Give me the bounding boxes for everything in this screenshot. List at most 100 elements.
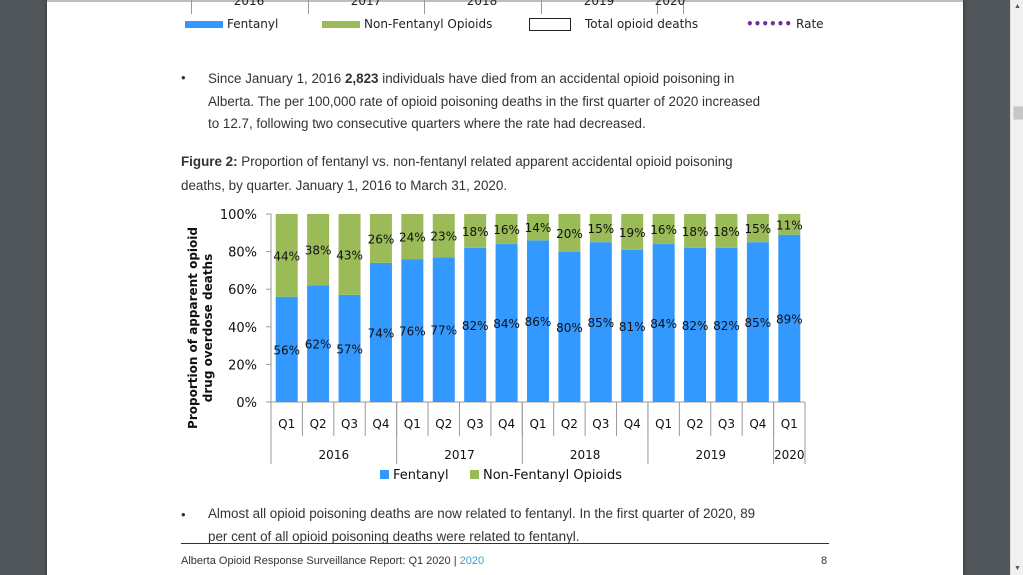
bullet-icon: • bbox=[181, 70, 186, 85]
bar-non-fentanyl bbox=[307, 214, 330, 286]
data-label-fentanyl: 56% bbox=[273, 343, 300, 357]
data-label-fentanyl: 82% bbox=[682, 319, 709, 333]
caption-text: Proportion of fentanyl vs. non-fentanyl … bbox=[237, 154, 733, 169]
x-tick-label: Q4 bbox=[624, 417, 641, 431]
bar-non-fentanyl bbox=[558, 214, 581, 252]
year-label: 2018 bbox=[466, 0, 498, 8]
data-label-non-fentanyl: 14% bbox=[525, 221, 552, 235]
legend-swatch-total bbox=[529, 17, 571, 31]
data-label-non-fentanyl: 24% bbox=[399, 231, 426, 245]
data-label-non-fentanyl: 23% bbox=[430, 230, 457, 244]
data-label-fentanyl: 89% bbox=[776, 312, 803, 326]
data-label-fentanyl: 82% bbox=[713, 319, 740, 333]
data-label-fentanyl: 85% bbox=[587, 316, 614, 330]
y-axis-title-line: drug overdose deaths bbox=[201, 254, 215, 402]
data-label-non-fentanyl: 44% bbox=[273, 249, 300, 263]
bar-fentanyl bbox=[715, 247, 738, 402]
data-label-fentanyl: 74% bbox=[368, 326, 395, 340]
legend-label: Fentanyl bbox=[227, 17, 279, 31]
legend-item-total: Total opioid deaths bbox=[529, 16, 698, 32]
bar-fentanyl bbox=[401, 259, 424, 402]
document-page: 2016 2017 2018 2019 2020 Fentanyl Non-Fe… bbox=[47, 0, 963, 575]
data-label-fentanyl: 84% bbox=[650, 317, 677, 331]
figure-caption: Figure 2: Proportion of fentanyl vs. non… bbox=[181, 150, 821, 198]
x-tick-label: Q3 bbox=[592, 417, 609, 431]
x-tick-label: Q1 bbox=[529, 417, 546, 431]
data-label-fentanyl: 80% bbox=[556, 321, 583, 335]
y-tick-label: 20% bbox=[228, 358, 257, 373]
footer-year: 2020 bbox=[459, 555, 485, 567]
bar-fentanyl bbox=[527, 240, 549, 402]
year-label: 2017 bbox=[350, 0, 382, 8]
y-axis-title-line: Proportion of apparent opioid bbox=[186, 227, 200, 429]
bar-non-fentanyl bbox=[715, 214, 738, 248]
x-tick-label: Q3 bbox=[341, 417, 358, 431]
data-label-fentanyl: 57% bbox=[336, 342, 363, 356]
bar-non-fentanyl bbox=[401, 214, 424, 260]
bar-fentanyl bbox=[652, 244, 675, 402]
legend-item-non-fentanyl: Non-Fentanyl Opioids bbox=[322, 16, 492, 32]
bar-fentanyl bbox=[432, 257, 455, 402]
scroll-down-icon[interactable]: ▼ bbox=[1014, 565, 1021, 572]
caption-text: deaths, by quarter. January 1, 2016 to M… bbox=[181, 178, 508, 193]
year-label: 2020 bbox=[654, 0, 686, 8]
bullet-icon: • bbox=[181, 507, 186, 522]
bar-fentanyl bbox=[621, 249, 644, 402]
axis-separator bbox=[308, 0, 309, 14]
legend-label-non-fentanyl: Non-Fentanyl Opioids bbox=[483, 468, 622, 483]
death-count: 2,823 bbox=[344, 71, 379, 86]
data-label-non-fentanyl: 11% bbox=[776, 218, 803, 232]
legend-swatch-non-fentanyl bbox=[470, 470, 479, 479]
year-label: 2016 bbox=[233, 0, 265, 8]
bar-non-fentanyl bbox=[652, 214, 675, 245]
footer-divider bbox=[181, 543, 829, 544]
bar-fentanyl bbox=[684, 247, 707, 402]
bar-fentanyl bbox=[778, 234, 801, 402]
year-label: 2020 bbox=[774, 448, 805, 462]
bar-non-fentanyl bbox=[495, 214, 518, 245]
text-run: individuals have died from an accidental… bbox=[378, 71, 735, 86]
y-tick-label: 100% bbox=[220, 208, 257, 223]
text-line: to 12.7, following two consecutive quart… bbox=[208, 116, 646, 131]
bar-non-fentanyl bbox=[778, 214, 801, 235]
legend-label: Total opioid deaths bbox=[585, 17, 699, 31]
bar-fentanyl bbox=[275, 296, 298, 402]
data-label-fentanyl: 76% bbox=[399, 325, 426, 339]
data-label-fentanyl: 82% bbox=[462, 319, 489, 333]
bar-non-fentanyl bbox=[275, 214, 298, 297]
data-label-non-fentanyl: 19% bbox=[619, 226, 646, 240]
axis-separator bbox=[424, 0, 425, 14]
x-tick-label: Q1 bbox=[655, 417, 672, 431]
x-tick-label: Q4 bbox=[372, 417, 389, 431]
x-tick-label: Q4 bbox=[498, 417, 515, 431]
data-label-non-fentanyl: 43% bbox=[336, 248, 363, 262]
bar-non-fentanyl bbox=[464, 214, 487, 248]
x-tick-label: Q4 bbox=[749, 417, 766, 431]
figure-label: Figure 2: bbox=[181, 154, 238, 169]
axis-separator bbox=[657, 0, 658, 14]
legend-swatch-non-fentanyl bbox=[322, 20, 360, 28]
data-label-non-fentanyl: 18% bbox=[682, 225, 709, 239]
bar-non-fentanyl bbox=[338, 214, 361, 295]
y-tick-label: 40% bbox=[228, 321, 257, 336]
text-line: Alberta. The per 100,000 rate of opioid … bbox=[208, 93, 761, 109]
bar-fentanyl bbox=[495, 244, 518, 402]
axis-separator bbox=[541, 0, 542, 14]
text-run: Since January 1, 2016 bbox=[208, 71, 345, 86]
bar-fentanyl bbox=[338, 294, 361, 402]
scroll-thumb[interactable] bbox=[1013, 106, 1023, 120]
legend-swatch-rate-dots: •••••• bbox=[746, 17, 793, 31]
legend-label: Rate bbox=[796, 17, 824, 31]
data-label-non-fentanyl: 15% bbox=[587, 222, 614, 236]
legend-label-fentanyl: Fentanyl bbox=[393, 468, 449, 483]
year-label: 2018 bbox=[570, 448, 601, 462]
footer-title: Alberta Opioid Response Surveillance Rep… bbox=[181, 555, 460, 567]
data-label-non-fentanyl: 16% bbox=[650, 223, 677, 237]
data-label-fentanyl: 86% bbox=[525, 315, 552, 329]
x-tick-label: Q1 bbox=[781, 417, 798, 431]
scroll-up-icon[interactable]: ▲ bbox=[1014, 3, 1021, 10]
bar-fentanyl bbox=[746, 242, 769, 402]
bar-fentanyl bbox=[589, 242, 612, 402]
x-tick-label: Q2 bbox=[687, 417, 704, 431]
vertical-scrollbar[interactable]: ▲ ▼ bbox=[1010, 0, 1023, 575]
